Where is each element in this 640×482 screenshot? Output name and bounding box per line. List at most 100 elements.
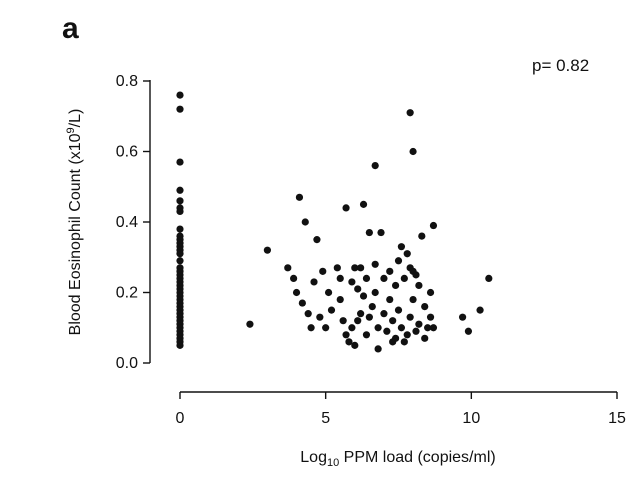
data-point xyxy=(426,313,435,321)
data-point xyxy=(284,264,292,272)
data-point xyxy=(176,250,184,258)
data-point xyxy=(426,288,435,297)
data-point xyxy=(424,324,432,332)
data-point xyxy=(374,345,382,353)
y-ticks: 0.0 0.2 0.4 0.6 0.8 xyxy=(116,73,150,372)
data-point xyxy=(333,264,341,272)
y-tick-label: 0.8 xyxy=(116,73,138,90)
x-ticks: 0 5 10 15 xyxy=(176,392,626,427)
data-point xyxy=(394,306,403,314)
data-point xyxy=(292,288,301,297)
data-point xyxy=(176,186,184,194)
data-point xyxy=(380,274,388,282)
data-point xyxy=(406,313,414,321)
data-point xyxy=(371,162,379,170)
y-axis-label-part: /L) xyxy=(67,109,84,128)
data-point xyxy=(403,331,411,339)
data-point xyxy=(476,306,484,314)
data-point xyxy=(386,295,394,304)
data-point xyxy=(354,317,362,325)
data-point xyxy=(421,334,429,342)
data-point xyxy=(383,327,391,335)
y-axis-label: Blood Eosinophil Count (x109/L) xyxy=(65,109,84,336)
x-axis-label-part: PPM load (copies/ml) xyxy=(339,449,496,466)
y-tick-label: 0.0 xyxy=(116,355,138,372)
x-tick-label: 10 xyxy=(462,410,480,427)
data-point xyxy=(313,236,321,244)
x-tick-label: 0 xyxy=(176,410,185,427)
data-point xyxy=(176,257,184,265)
data-point xyxy=(336,295,344,304)
data-point xyxy=(362,274,371,282)
data-point xyxy=(359,200,368,208)
data-point xyxy=(176,197,184,205)
data-point xyxy=(391,334,400,342)
data-point xyxy=(290,274,298,282)
data-point xyxy=(322,324,330,332)
data-point xyxy=(415,320,423,328)
data-point xyxy=(357,310,365,318)
data-point xyxy=(406,109,414,117)
data-point xyxy=(377,228,385,237)
x-axis-label: Log10 PPM load (copies/ml) xyxy=(300,449,495,469)
y-tick-label: 0.6 xyxy=(116,144,138,161)
y-axis-label-part: Blood Eosinophil Count (x10 xyxy=(67,133,84,335)
data-point xyxy=(176,207,184,216)
data-point xyxy=(371,288,379,297)
data-point xyxy=(421,303,429,311)
data-point xyxy=(380,310,388,318)
data-point xyxy=(389,317,397,325)
data-point xyxy=(412,327,420,335)
x-tick-label: 5 xyxy=(321,410,330,427)
data-point xyxy=(409,147,417,156)
data-point xyxy=(400,338,408,346)
p-value-annotation: p= 0.82 xyxy=(532,56,590,75)
data-point xyxy=(464,327,473,335)
data-point xyxy=(391,281,400,290)
data-point xyxy=(397,243,406,251)
data-point xyxy=(176,158,184,166)
data-point xyxy=(368,303,376,311)
data-point xyxy=(319,267,327,275)
x-axis-label-part: Log xyxy=(300,449,327,466)
data-point xyxy=(351,264,359,272)
data-point xyxy=(348,324,356,332)
data-point xyxy=(365,228,373,237)
data-points xyxy=(176,91,493,353)
x-tick-label: 15 xyxy=(608,410,626,427)
data-point xyxy=(176,225,184,233)
data-point xyxy=(371,260,379,268)
data-point xyxy=(357,264,365,272)
data-point xyxy=(301,218,309,226)
data-point xyxy=(403,250,411,258)
data-point xyxy=(307,324,315,332)
data-point xyxy=(409,295,417,304)
data-point xyxy=(348,278,356,286)
data-point xyxy=(327,306,336,314)
data-point xyxy=(354,285,362,293)
data-point xyxy=(415,281,423,290)
data-point xyxy=(394,257,403,265)
y-axis-label-superscript: 9 xyxy=(65,127,77,133)
data-point xyxy=(429,324,438,332)
data-point xyxy=(304,310,312,318)
data-point xyxy=(246,320,254,328)
data-point xyxy=(458,313,467,321)
data-point xyxy=(359,292,368,300)
data-point xyxy=(342,331,350,339)
data-point xyxy=(485,274,493,282)
data-point xyxy=(345,338,353,346)
data-point xyxy=(418,232,426,240)
data-point xyxy=(176,105,184,113)
data-point xyxy=(336,274,344,282)
data-point xyxy=(176,91,184,99)
data-point xyxy=(298,299,306,307)
data-point xyxy=(316,313,324,321)
data-point xyxy=(365,313,373,321)
data-point xyxy=(310,278,318,286)
data-point xyxy=(263,246,271,254)
data-point xyxy=(374,324,382,332)
data-point xyxy=(295,193,304,201)
data-point xyxy=(412,271,420,279)
